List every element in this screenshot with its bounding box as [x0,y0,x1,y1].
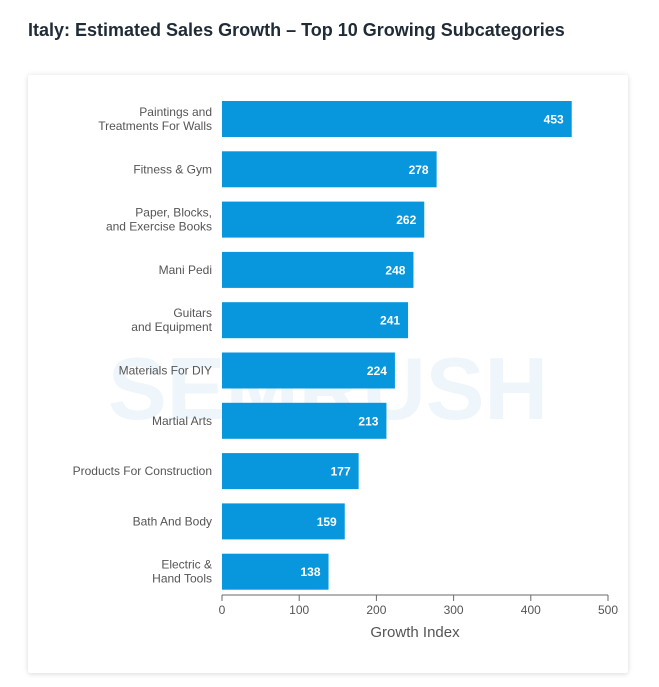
category-label: Martial Arts [152,414,212,428]
bar-value-label: 213 [358,414,378,428]
category-label: and Equipment [131,320,212,334]
x-tick-label: 400 [521,603,541,617]
x-axis-title: Growth Index [370,624,460,641]
bar-value-label: 159 [317,515,337,529]
bar [222,251,414,288]
category-label: and Exercise Books [106,220,212,234]
category-label: Guitars [173,306,212,320]
chart-title: Italy: Estimated Sales Growth – Top 10 G… [28,20,565,40]
bar-value-label: 241 [380,314,400,328]
category-label: Materials For DIY [119,364,212,378]
category-label: Paintings and [139,105,212,119]
bar [222,453,359,490]
bar-value-label: 177 [331,465,351,479]
bar [222,352,395,389]
category-label: Fitness & Gym [133,162,212,176]
bar [222,503,345,540]
category-label: Mani Pedi [159,263,212,277]
bar [222,402,387,439]
category-label: Hand Tools [152,572,212,586]
x-tick-label: 300 [444,603,464,617]
x-tick-label: 100 [289,603,309,617]
bar [222,101,572,137]
bar [222,201,425,238]
category-label: Treatments For Walls [98,119,212,133]
bar [222,151,437,188]
bar-value-label: 248 [385,263,405,277]
bar-value-label: 278 [409,163,429,177]
bar [222,302,409,339]
category-label: Bath And Body [133,514,212,528]
bar-value-label: 224 [367,364,387,378]
bar-value-label: 262 [396,213,416,227]
x-tick-label: 200 [366,603,386,617]
x-tick-label: 500 [598,603,618,617]
bar-value-label: 138 [301,565,321,579]
bar [222,553,329,590]
category-label: Products For Construction [73,464,212,478]
category-label: Paper, Blocks, [135,206,212,220]
x-tick-label: 0 [219,603,226,617]
category-label: Electric & [161,558,212,572]
bar-value-label: 453 [544,113,564,127]
